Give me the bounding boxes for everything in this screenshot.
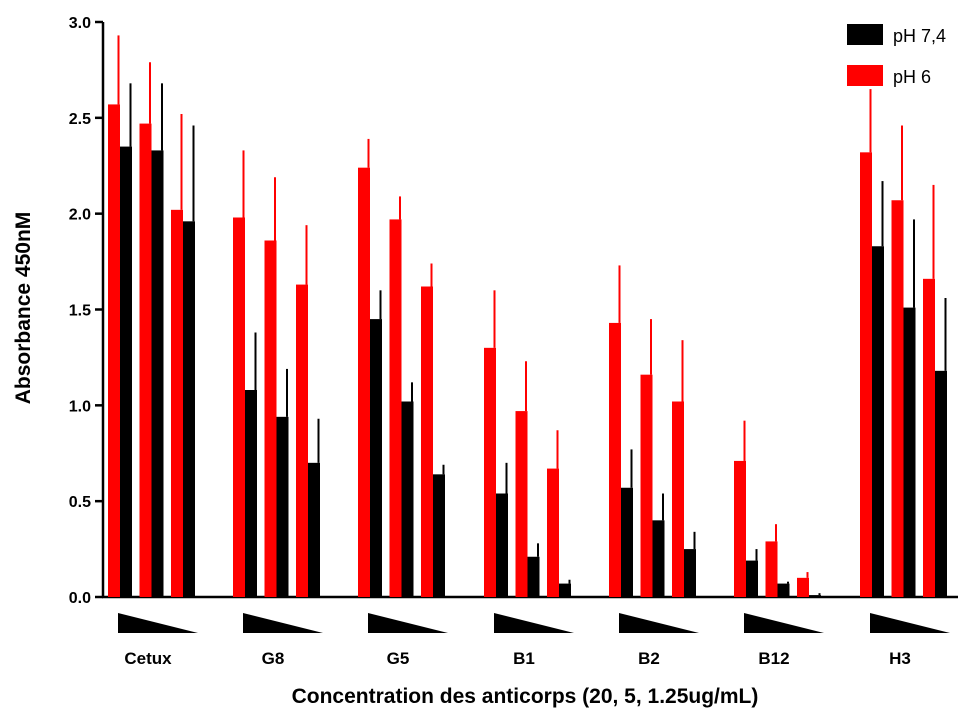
bar-ph74: [559, 583, 571, 597]
y-axis: 0.0 0.5 1.0 1.5 2.0 2.5 3.0: [69, 15, 105, 607]
bar-ph74: [245, 390, 257, 597]
gradient-triangle-b1: [494, 613, 574, 633]
bar-ph74: [527, 556, 540, 597]
bar-ph6: [765, 541, 778, 597]
bar-ph74: [903, 307, 916, 597]
bar-ph6: [389, 219, 402, 597]
y-tick-label: 2.0: [69, 207, 91, 224]
y-tick-label: 2.5: [69, 111, 91, 128]
bar-group-cetux: [108, 35, 195, 598]
gradient-triangle-g5: [368, 613, 448, 633]
category-label-cetux: Cetux: [124, 649, 172, 668]
bar-group-g5: [358, 138, 445, 597]
bar-ph6: [421, 286, 433, 597]
bar-ph6: [358, 167, 370, 597]
category-label-h3: H3: [889, 649, 911, 668]
legend-swatch-ph74: [847, 24, 883, 45]
category-label-b12: B12: [758, 649, 789, 668]
gradient-triangle-cetux: [118, 613, 198, 633]
bar-ph74: [433, 474, 445, 597]
bar-ph6: [108, 104, 120, 598]
x-axis-title: Concentration des anticorps (20, 5, 1.25…: [292, 685, 759, 708]
category-label-g5: G5: [387, 649, 410, 668]
bar-ph74: [183, 221, 195, 598]
bar-ph74: [276, 416, 289, 597]
bar-ph74: [308, 462, 320, 597]
y-tick-label: 0.5: [69, 494, 91, 511]
bar-ph6: [860, 152, 872, 598]
bar-group-b2: [609, 265, 696, 597]
bar-ph6: [609, 322, 621, 597]
bar-ph74: [621, 487, 633, 597]
bar-ph6: [547, 468, 559, 597]
bar-ph74: [120, 146, 132, 598]
bar-ph6: [171, 209, 183, 598]
bar-ph74: [746, 560, 758, 597]
bar-ph6: [672, 401, 684, 597]
concentration-gradient-markers: [118, 613, 950, 633]
bar-ph74: [935, 370, 947, 597]
bar-ph74: [809, 595, 821, 597]
gradient-triangle-g8: [243, 613, 323, 633]
y-axis-title: Absorbance 450nM: [12, 212, 35, 405]
bar-ph6: [734, 460, 746, 597]
legend: pH 7,4 pH 6: [847, 24, 946, 87]
gradient-triangle-b12: [744, 613, 824, 633]
gradient-triangle-h3: [870, 613, 950, 633]
bar-ph74: [777, 583, 790, 597]
bar-ph6: [923, 278, 935, 597]
bar-group-b1: [484, 290, 571, 597]
bar-ph74: [496, 493, 508, 597]
bar-ph6: [640, 374, 653, 597]
bar-ph74: [401, 401, 414, 597]
bar-ph74: [652, 520, 665, 597]
gradient-triangle-b2: [619, 613, 699, 633]
category-label-b1: B1: [513, 649, 535, 668]
bar-ph6: [264, 240, 277, 597]
bar-ph74: [872, 246, 884, 597]
y-tick-label: 1.5: [69, 303, 91, 320]
category-labels: Cetux G8 G5 B1 B2 B12 H3: [124, 649, 910, 668]
y-tick-label: 1.0: [69, 398, 91, 415]
bar-group-b12: [734, 420, 821, 597]
bar-ph74: [370, 319, 382, 597]
bar-ph6: [515, 411, 528, 597]
bar-groups: [108, 35, 947, 598]
bar-group-g8: [233, 150, 320, 597]
bar-ph6: [484, 347, 496, 597]
bar-ph6: [296, 284, 308, 597]
bar-ph6: [139, 123, 152, 597]
bar-ph6: [797, 577, 809, 597]
y-tick-label: 3.0: [69, 15, 91, 32]
category-label-b2: B2: [638, 649, 660, 668]
legend-swatch-ph6: [847, 65, 883, 86]
bar-ph6: [233, 217, 245, 597]
y-tick-label: 0.0: [69, 590, 91, 607]
legend-label-ph74: pH 7,4: [893, 26, 946, 46]
bar-group-h3: [860, 89, 947, 598]
bar-ph74: [151, 150, 164, 597]
bar-ph74: [684, 549, 696, 597]
legend-label-ph6: pH 6: [893, 67, 931, 87]
category-label-g8: G8: [262, 649, 285, 668]
bar-ph6: [891, 200, 904, 597]
